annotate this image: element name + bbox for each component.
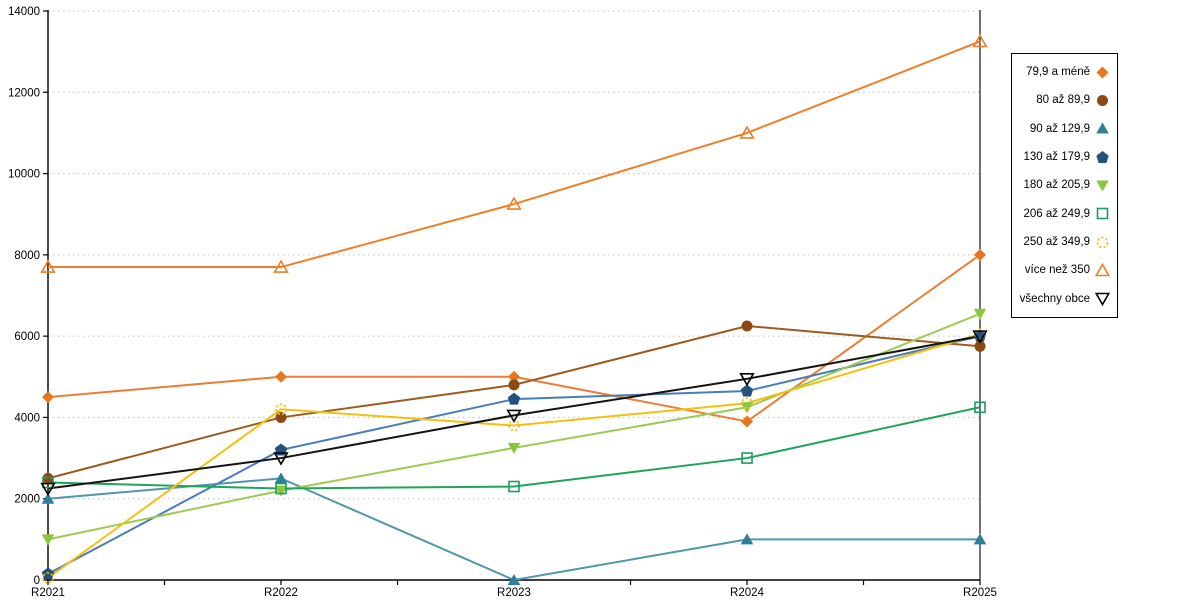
legend-item: 250 až 349,9 xyxy=(1012,235,1117,250)
series-marker xyxy=(739,373,755,387)
y-axis-tick-label: 2000 xyxy=(14,494,40,506)
series-marker xyxy=(973,533,987,545)
series-line xyxy=(47,312,981,541)
series-marker xyxy=(508,480,520,493)
series-line xyxy=(47,335,981,490)
series-marker xyxy=(508,379,520,391)
series-marker xyxy=(42,476,54,489)
series-marker xyxy=(1096,180,1109,192)
series-marker xyxy=(1097,94,1108,106)
legend-item: 90 až 129,9 xyxy=(1012,121,1117,136)
legend-marker-icon xyxy=(1096,150,1109,163)
series-marker xyxy=(741,397,753,410)
legend-item: více než 350 xyxy=(1012,262,1117,278)
series-marker xyxy=(739,125,755,139)
series-marker xyxy=(1095,292,1110,307)
legend-marker-icon xyxy=(1095,292,1110,307)
series-marker xyxy=(1096,236,1109,248)
chart-legend: 79,9 a méně 80 až 89,9 90 až 129,9 130 až 1… xyxy=(1011,53,1118,318)
series-marker xyxy=(42,572,54,584)
series-marker xyxy=(507,442,521,454)
series-marker xyxy=(740,384,754,397)
x-axis-tick-label: R2021 xyxy=(31,587,65,599)
series-marker xyxy=(1095,262,1110,277)
series-marker xyxy=(974,248,986,261)
legend-label: 180 až 205,9 xyxy=(1023,179,1090,192)
series-marker xyxy=(973,308,987,320)
legend-marker-icon xyxy=(1097,94,1108,106)
legend-label: 130 až 179,9 xyxy=(1023,151,1090,164)
legend-marker-icon xyxy=(1096,207,1109,220)
series-marker xyxy=(42,391,54,404)
legend-item: 80 až 89,9 xyxy=(1012,93,1117,108)
legend-item: 130 až 179,9 xyxy=(1012,150,1117,165)
series-marker xyxy=(740,402,754,414)
series-marker xyxy=(1096,207,1109,220)
legend-marker-icon xyxy=(1096,122,1109,134)
series-marker xyxy=(274,472,288,484)
series-marker xyxy=(741,415,753,428)
legend-label: více než 350 xyxy=(1024,264,1090,277)
series-marker xyxy=(275,482,287,495)
y-axis-tick-label: 12000 xyxy=(8,87,40,99)
series-line xyxy=(47,477,980,582)
series-marker xyxy=(42,472,54,484)
legend-item: 180 až 205,9 xyxy=(1012,178,1117,193)
legend-label: 206 až 249,9 xyxy=(1023,207,1090,220)
y-axis-tick-label: 6000 xyxy=(14,331,40,343)
series-marker xyxy=(275,411,287,423)
series-marker xyxy=(508,370,520,383)
y-axis-tick-label: 8000 xyxy=(14,250,40,262)
series-marker xyxy=(741,320,753,332)
y-axis-tick-label: 10000 xyxy=(8,169,40,181)
legend-item: 79,9 a méně xyxy=(1012,65,1117,80)
series-marker xyxy=(1096,150,1109,163)
series-marker xyxy=(40,259,56,273)
series-marker xyxy=(40,482,56,497)
series-marker xyxy=(273,259,289,273)
series-line xyxy=(47,333,981,579)
series-marker xyxy=(506,196,522,210)
legend-marker-icon xyxy=(1096,236,1109,248)
series-marker xyxy=(1096,66,1109,79)
series-marker xyxy=(972,33,988,48)
legend-label: 79,9 a méně xyxy=(1026,66,1090,79)
legend-label: 90 až 129,9 xyxy=(1029,122,1090,135)
series-marker xyxy=(507,574,521,585)
legend-label: 250 až 349,9 xyxy=(1023,236,1090,249)
legend-marker-icon xyxy=(1096,66,1109,79)
x-axis-tick-label: R2022 xyxy=(264,587,298,599)
series-marker xyxy=(972,330,988,344)
series-marker xyxy=(41,492,55,504)
series-marker xyxy=(740,533,754,545)
y-axis-tick-label: 4000 xyxy=(14,412,40,424)
series-marker xyxy=(274,485,288,497)
x-axis-tick-label: R2025 xyxy=(963,587,997,599)
legend-item: všechny obce xyxy=(1012,291,1117,307)
series-marker xyxy=(275,403,287,416)
series-line xyxy=(47,406,981,490)
series-marker xyxy=(273,452,289,466)
legend-label: všechny obce xyxy=(1019,292,1090,305)
x-axis-tick-label: R2024 xyxy=(730,587,764,599)
series-marker xyxy=(741,452,753,464)
series-marker xyxy=(974,340,986,352)
legend-label: 80 až 89,9 xyxy=(1036,94,1090,107)
legend-marker-icon xyxy=(1095,262,1110,277)
series-marker xyxy=(506,409,522,424)
legend-marker-icon xyxy=(1096,180,1109,192)
series-marker xyxy=(275,370,287,383)
y-axis-tick-label: 14000 xyxy=(8,6,40,18)
series-marker xyxy=(974,401,986,414)
series-marker xyxy=(41,534,55,546)
series-line xyxy=(48,40,981,269)
x-axis-tick-label: R2023 xyxy=(497,587,531,599)
legend-item: 206 až 249,9 xyxy=(1012,206,1117,221)
y-axis-tick-label: 0 xyxy=(34,575,40,587)
series-marker xyxy=(507,392,521,405)
series-marker xyxy=(1096,122,1109,134)
